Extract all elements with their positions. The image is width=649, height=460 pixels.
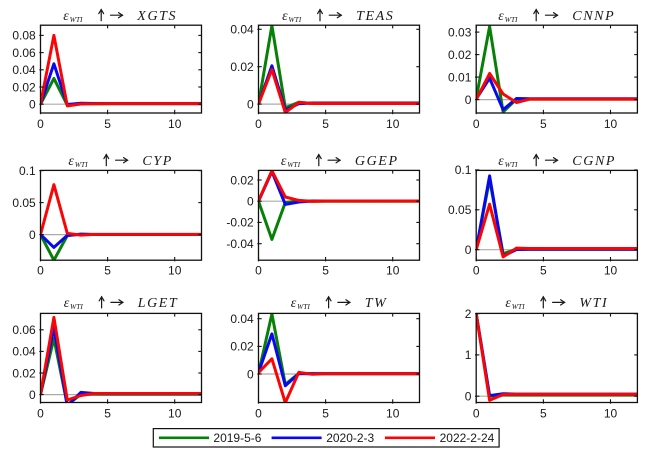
svg-text:0.02: 0.02 <box>230 340 254 354</box>
svg-text:5: 5 <box>540 117 547 131</box>
svg-text:0: 0 <box>465 243 472 257</box>
svg-text:0.06: 0.06 <box>12 46 36 60</box>
svg-text:10: 10 <box>386 264 400 278</box>
svg-text:0: 0 <box>247 97 254 111</box>
svg-text:0: 0 <box>473 406 480 420</box>
svg-text:1: 1 <box>465 348 472 362</box>
svg-text:-0.02: -0.02 <box>226 216 254 230</box>
svg-text:0.02: 0.02 <box>12 80 36 94</box>
svg-text:0: 0 <box>29 388 36 402</box>
svg-text:0.01: 0.01 <box>448 70 472 84</box>
svg-text:2019-5-6: 2019-5-6 <box>213 431 261 445</box>
svg-text:10: 10 <box>604 117 618 131</box>
svg-text:0: 0 <box>255 406 262 420</box>
svg-text:5: 5 <box>540 264 547 278</box>
svg-text:5: 5 <box>104 406 111 420</box>
svg-text:0: 0 <box>255 117 262 131</box>
svg-text:0: 0 <box>473 117 480 131</box>
svg-text:10: 10 <box>604 264 618 278</box>
svg-text:0.04: 0.04 <box>230 23 254 37</box>
svg-text:0: 0 <box>473 264 480 278</box>
svg-text:5: 5 <box>322 117 329 131</box>
svg-text:10: 10 <box>168 117 182 131</box>
svg-text:0.06: 0.06 <box>12 323 36 337</box>
svg-text:10: 10 <box>168 264 182 278</box>
svg-text:2020-2-3: 2020-2-3 <box>326 431 374 445</box>
svg-text:0.04: 0.04 <box>230 312 254 326</box>
svg-text:-0.04: -0.04 <box>226 237 254 251</box>
svg-text:0: 0 <box>465 93 472 107</box>
svg-text:0.1: 0.1 <box>455 163 472 177</box>
svg-text:0: 0 <box>37 117 44 131</box>
svg-text:2: 2 <box>465 307 472 321</box>
svg-text:0: 0 <box>29 228 36 242</box>
svg-text:5: 5 <box>104 264 111 278</box>
svg-text:0.1: 0.1 <box>19 164 36 178</box>
svg-text:5: 5 <box>104 117 111 131</box>
svg-text:0.08: 0.08 <box>12 29 36 43</box>
svg-text:10: 10 <box>604 406 618 420</box>
svg-text:5: 5 <box>322 406 329 420</box>
svg-text:0.03: 0.03 <box>448 25 472 39</box>
svg-text:0.02: 0.02 <box>230 173 254 187</box>
svg-text:0.02: 0.02 <box>230 60 254 74</box>
svg-text:0: 0 <box>37 264 44 278</box>
svg-text:0: 0 <box>465 390 472 404</box>
svg-text:0.04: 0.04 <box>12 345 36 359</box>
svg-text:5: 5 <box>322 264 329 278</box>
svg-text:5: 5 <box>540 406 547 420</box>
svg-text:0.04: 0.04 <box>12 63 36 77</box>
svg-text:10: 10 <box>168 406 182 420</box>
svg-text:0.05: 0.05 <box>12 196 36 210</box>
svg-text:10: 10 <box>386 117 400 131</box>
svg-text:0: 0 <box>247 195 254 209</box>
svg-text:2022-2-24: 2022-2-24 <box>440 431 495 445</box>
svg-text:10: 10 <box>386 406 400 420</box>
svg-text:0.02: 0.02 <box>448 48 472 62</box>
svg-text:0: 0 <box>37 406 44 420</box>
svg-text:0.02: 0.02 <box>12 366 36 380</box>
svg-text:0: 0 <box>247 367 254 381</box>
svg-text:0: 0 <box>29 98 36 112</box>
svg-text:0.05: 0.05 <box>448 203 472 217</box>
svg-text:0: 0 <box>255 264 262 278</box>
